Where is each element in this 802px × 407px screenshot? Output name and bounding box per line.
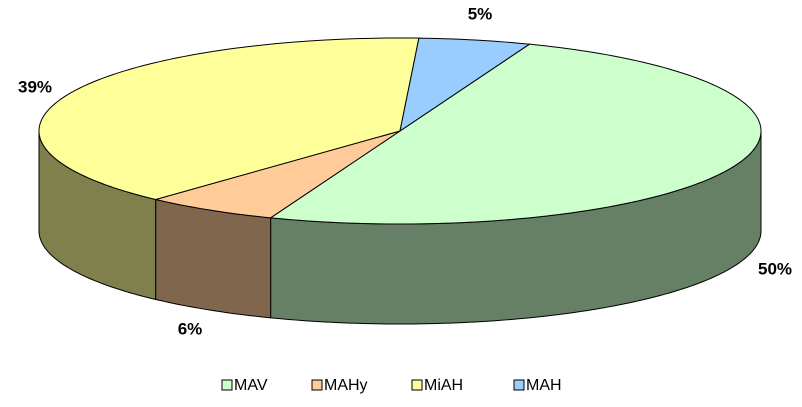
data-label: 50% — [758, 259, 792, 278]
legend-label: MiAH — [424, 377, 463, 394]
legend-swatch — [221, 379, 233, 391]
slice-side — [155, 198, 272, 319]
legend-label: MAV — [234, 377, 268, 394]
slice — [269, 43, 762, 225]
legend-label: MAH — [526, 377, 562, 394]
slice — [155, 130, 401, 219]
data-label: 5% — [468, 4, 493, 23]
legend-swatch — [311, 379, 323, 391]
data-label: 6% — [178, 319, 203, 338]
slice — [399, 37, 531, 133]
slice — [38, 37, 420, 200]
legend-label: MAHy — [324, 377, 368, 394]
data-label: 39% — [18, 77, 52, 96]
legend-swatch — [513, 379, 525, 391]
legend-swatch — [411, 379, 423, 391]
